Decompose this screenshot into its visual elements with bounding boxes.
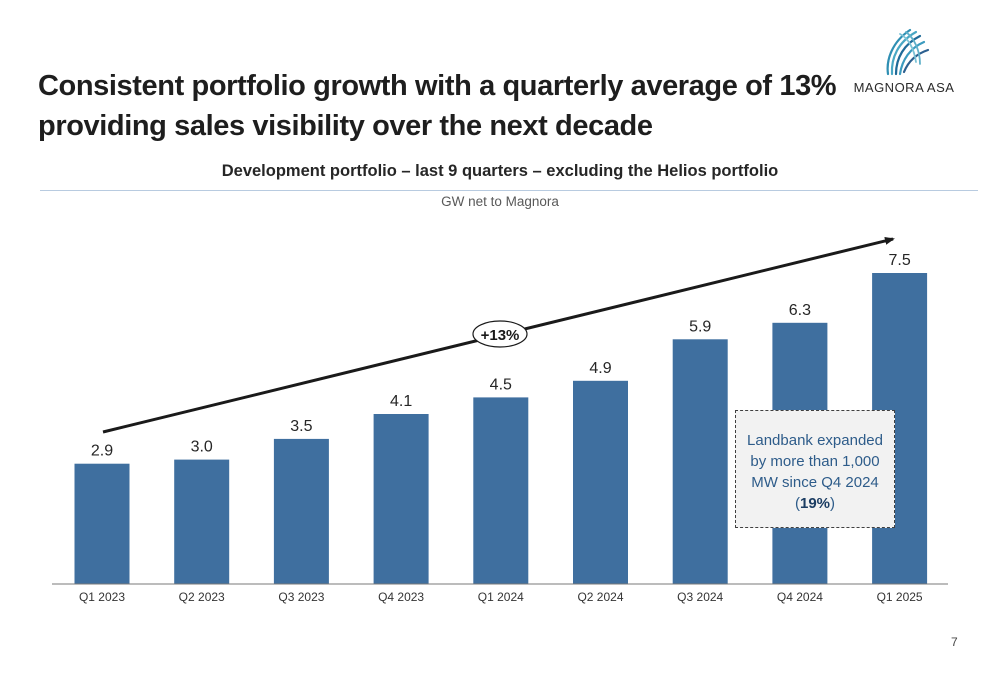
callout-line-4: (19%): [794, 495, 836, 512]
callout-line-3: MW since Q4 2024: [751, 474, 879, 491]
landbank-callout-text: Landbank expanded by more than 1,000 MW …: [735, 430, 895, 514]
magnora-wing-logo-icon: [886, 28, 930, 76]
bar-value-label: 4.1: [390, 393, 412, 410]
x-tick-label: Q2 2024: [577, 590, 623, 604]
magnora-logo: MAGNORA ASA: [848, 22, 960, 98]
bar-q3-2024: [672, 339, 728, 584]
bar-q1-2023: [74, 463, 130, 584]
x-tick-label: Q2 2023: [179, 590, 225, 604]
x-tick-label: Q1 2023: [79, 590, 125, 604]
title-divider: [40, 190, 978, 191]
x-tick-label: Q1 2024: [478, 590, 524, 604]
trend-label: +13%: [481, 327, 520, 344]
bar-value-label: 3.0: [191, 439, 213, 456]
trend-badge: [472, 320, 528, 348]
bar-value-label: 5.9: [689, 318, 711, 335]
page-number: 7: [951, 635, 958, 649]
callout-percentage: 19%: [799, 495, 831, 512]
bar-value-label: 7.5: [888, 252, 910, 269]
bar-q2-2023: [174, 459, 230, 584]
bar-value-label: 4.9: [589, 360, 611, 377]
landbank-callout-box: [735, 410, 895, 528]
x-tick-label: Q1 2025: [877, 590, 923, 604]
slide-title-line-2: providing sales visibility over the next…: [38, 110, 653, 142]
chart-title: Development portfolio – last 9 quarters …: [221, 162, 779, 180]
callout-line-1: Landbank expanded: [747, 432, 883, 449]
x-tick-label: Q3 2023: [278, 590, 324, 604]
x-tick-label: Q4 2023: [378, 590, 424, 604]
chart-unit-label: GW net to Magnora: [441, 194, 559, 209]
logo-wordmark: MAGNORA ASA: [853, 80, 955, 95]
callout-line-2: by more than 1,000: [750, 453, 880, 470]
bar-value-label: 3.5: [290, 418, 312, 435]
bar-value-label: 4.5: [490, 376, 512, 393]
bar-q2-2024: [573, 380, 628, 584]
slide-title: Consistent portfolio growth with a quart…: [38, 66, 837, 146]
x-tick-label: Q4 2024: [777, 590, 823, 604]
bar-value-label: 2.9: [91, 443, 113, 460]
bar-q3-2023: [273, 438, 329, 584]
slide-title-line-1: Consistent portfolio growth with a quart…: [38, 70, 837, 102]
bar-q1-2024: [473, 397, 529, 584]
bar-value-label: 6.3: [789, 302, 811, 319]
bar-q4-2023: [373, 414, 429, 584]
x-tick-label: Q3 2024: [677, 590, 723, 604]
